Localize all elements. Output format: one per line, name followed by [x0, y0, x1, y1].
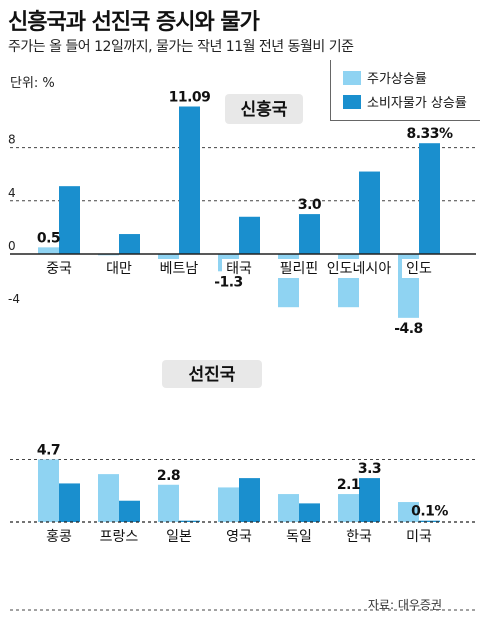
- advanced-category-label-bg: [282, 527, 316, 546]
- advanced-data-label: 3.3: [358, 461, 381, 477]
- legend: 주가상승률 소비자물가 상승률: [330, 60, 480, 121]
- legend-label-cpi: 소비자물가 상승률: [367, 96, 467, 111]
- source-note: 자료: 대우증권: [367, 598, 442, 612]
- advanced-bar-cpi: [359, 478, 380, 522]
- emerging-bar-cpi: [119, 234, 140, 254]
- advanced-category-label: 미국: [406, 529, 432, 545]
- advanced-category-label: 영국: [226, 529, 252, 545]
- emerging-data-label: 11.09: [169, 90, 211, 106]
- emerging-title-box: [225, 94, 303, 124]
- advanced-bar-cpi: [179, 520, 200, 522]
- emerging-data-label: -4.8: [394, 321, 423, 337]
- advanced-bar-stock: [158, 484, 179, 522]
- advanced-category-label-bg: [162, 527, 196, 546]
- legend-label-stock: 주가상승률: [367, 72, 427, 87]
- emerging-category-label-bg: [222, 259, 256, 278]
- advanced-bar-stock: [38, 459, 59, 522]
- advanced-bar-cpi: [59, 483, 80, 522]
- emerging-title: 신흥국: [241, 99, 288, 120]
- emerging-category-label: 중국: [46, 261, 72, 277]
- emerging-data-label: 0.5: [37, 230, 60, 246]
- emerging-ytick-label: 4: [8, 186, 16, 200]
- advanced-data-label: 2.8: [157, 468, 180, 484]
- advanced-bar-stock: [98, 474, 119, 522]
- advanced-category-label-bg: [42, 527, 76, 546]
- advanced-data-label: 0.1%: [411, 504, 448, 520]
- emerging-category-label: 인도네시아: [327, 261, 392, 277]
- unit-label: 단위: %: [10, 76, 55, 91]
- advanced-category-label-bg: [402, 527, 436, 546]
- emerging-category-label-bg: [275, 259, 323, 278]
- advanced-category-label-bg: [222, 527, 256, 546]
- emerging-bar-stock: [38, 247, 59, 254]
- emerging-category-label-bg: [102, 259, 136, 278]
- advanced-bar-stock: [278, 494, 299, 522]
- advanced-category-label: 홍콩: [46, 529, 72, 545]
- advanced-data-label: 4.7: [37, 442, 60, 458]
- advanced-category-label: 일본: [166, 529, 192, 545]
- emerging-data-label: 3.0: [298, 197, 322, 213]
- legend-item-stock: 주가상승률: [343, 68, 427, 87]
- advanced-category-label: 독일: [286, 529, 312, 545]
- advanced-bar-stock: [218, 487, 239, 522]
- legend-swatch-cpi: [343, 94, 361, 109]
- emerging-ytick-label: -4: [8, 292, 20, 306]
- advanced-bar-cpi: [419, 520, 440, 522]
- advanced-category-label: 한국: [346, 529, 372, 545]
- emerging-ytick-label: 0: [8, 239, 16, 253]
- advanced-category-label: 프랑스: [100, 529, 139, 545]
- advanced-category-label-bg: [342, 527, 376, 546]
- advanced-title: 선진국: [189, 365, 236, 385]
- chart-subtitle: 주가는 올 들어 12일까지, 물가는 작년 11월 전년 동월비 기준: [8, 39, 354, 55]
- emerging-ytick-label: 8: [8, 133, 16, 147]
- legend-item-cpi: 소비자물가 상승률: [343, 92, 467, 111]
- emerging-category-label-bg: [42, 259, 76, 278]
- advanced-bar-cpi: [119, 500, 140, 522]
- emerging-category-label-bg: [402, 259, 436, 278]
- chart-title: 신흥국과 선진국 증시와 물가: [8, 10, 260, 35]
- emerging-bar-cpi: [59, 186, 80, 254]
- emerging-category-label-bg: [321, 259, 397, 278]
- advanced-bar-cpi: [299, 503, 320, 522]
- emerging-category-label: 태국: [226, 261, 252, 277]
- emerging-category-label: 인도: [406, 261, 432, 277]
- advanced-category-label-bg: [95, 527, 143, 546]
- legend-swatch-stock: [343, 70, 361, 85]
- emerging-category-label: 필리핀: [280, 261, 319, 277]
- emerging-bar-cpi: [359, 171, 380, 254]
- emerging-data-label: -1.3: [214, 274, 243, 290]
- advanced-data-label: 2.1: [337, 477, 360, 493]
- advanced-title-box: [162, 360, 262, 388]
- emerging-data-label: 8.33%: [406, 126, 453, 142]
- emerging-category-label: 대만: [106, 261, 132, 277]
- emerging-bar-cpi: [299, 214, 320, 254]
- emerging-bar-cpi: [179, 106, 200, 255]
- emerging-bar-cpi: [239, 216, 260, 254]
- advanced-bar-stock: [338, 494, 359, 522]
- advanced-bar-cpi: [239, 478, 260, 522]
- advanced-bar-stock: [398, 502, 419, 522]
- emerging-bar-cpi: [419, 143, 440, 254]
- emerging-category-label-bg: [155, 259, 203, 278]
- emerging-category-label: 베트남: [160, 261, 199, 277]
